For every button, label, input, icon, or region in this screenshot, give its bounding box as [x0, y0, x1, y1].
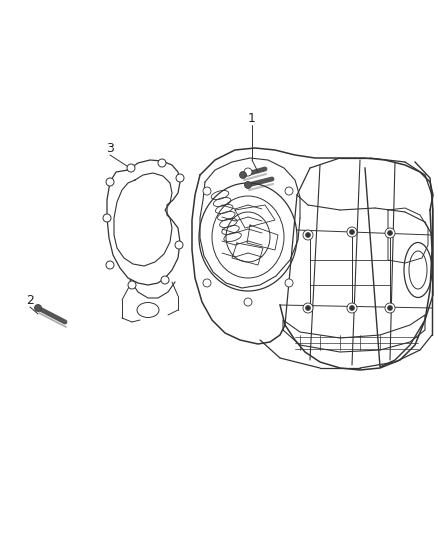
Circle shape: [128, 281, 136, 289]
Circle shape: [203, 279, 211, 287]
Circle shape: [385, 303, 395, 313]
Circle shape: [285, 187, 293, 195]
Circle shape: [388, 230, 392, 236]
Circle shape: [244, 298, 252, 306]
Circle shape: [176, 174, 184, 182]
Circle shape: [350, 230, 354, 235]
Circle shape: [388, 305, 392, 311]
Circle shape: [305, 305, 311, 311]
Circle shape: [106, 261, 114, 269]
Text: 3: 3: [106, 141, 114, 155]
Text: 2: 2: [26, 294, 34, 306]
Circle shape: [347, 303, 357, 313]
Circle shape: [244, 182, 251, 189]
Text: 1: 1: [248, 111, 256, 125]
Circle shape: [305, 232, 311, 238]
Circle shape: [347, 227, 357, 237]
Circle shape: [175, 241, 183, 249]
Circle shape: [285, 279, 293, 287]
Circle shape: [303, 303, 313, 313]
Circle shape: [240, 172, 247, 179]
Circle shape: [106, 178, 114, 186]
Circle shape: [127, 164, 135, 172]
Circle shape: [35, 304, 42, 311]
Circle shape: [385, 228, 395, 238]
Circle shape: [244, 168, 252, 176]
Circle shape: [203, 187, 211, 195]
Circle shape: [158, 159, 166, 167]
Circle shape: [103, 214, 111, 222]
Circle shape: [161, 276, 169, 284]
Circle shape: [303, 230, 313, 240]
Circle shape: [350, 305, 354, 311]
